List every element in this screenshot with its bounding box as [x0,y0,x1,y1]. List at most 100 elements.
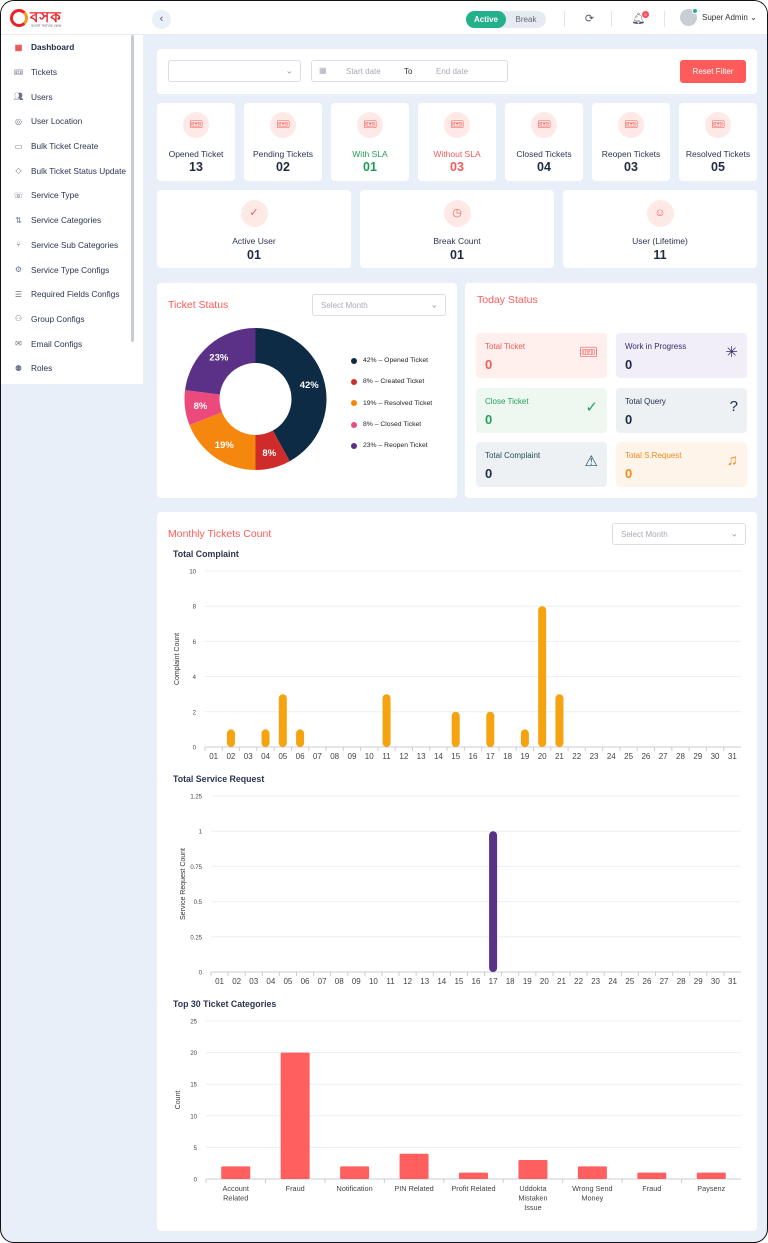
x-tick-label: Money [581,1194,603,1203]
x-tick-label: 17 [486,752,495,761]
donut-slice-label: 42% [300,380,320,391]
month-select-placeholder: Select Month [321,301,368,310]
stat-card-resolved-tickets[interactable]: 🎟︎ Resolved Tickets 05 [679,103,757,181]
ticket-status-month-select[interactable]: Select Month ⌄ [312,294,446,316]
legend-entry[interactable]: 42% – Opened Ticket [351,350,432,371]
stat-label: Pending Tickets [252,149,313,159]
monthly-month-select[interactable]: Select Month ⌄ [612,523,746,545]
sidebar-item-service-type-configs[interactable]: ⚙ Service Type Configs [1,257,131,282]
filter-select[interactable]: ⌄ [168,60,301,82]
sidebar-item-label: Required Fields Configs [31,289,120,300]
sidebar-item-required-fields-configs[interactable]: ☰ Required Fields Configs [1,282,131,307]
stat-label: Break Count [433,236,481,246]
stat-card-with-sla[interactable]: 🎟︎ With SLA 01 [331,103,409,181]
stat-card-active-user[interactable]: ✓ Active User 01 [157,190,351,268]
x-tick-label: 13 [420,977,429,986]
service-request-chart-title: Total Service Request [173,774,265,784]
sidebar-item-service-type[interactable]: ☏ Service Type [1,183,131,208]
sidebar-item-label: Tickets [31,67,57,78]
legend-entry[interactable]: 19% – Resolved Ticket [351,393,432,414]
sidebar-item-email-configs[interactable]: ✉ Email Configs [1,331,131,356]
bar [340,1166,370,1179]
legend-entry[interactable]: 8% – Created Ticket [351,371,432,392]
stat-value: 02 [276,160,290,174]
user-icon: ☺ [646,200,674,227]
y-tick-label: 0.75 [190,865,202,871]
sidebar-item-roles[interactable]: ⚉ Roles [1,356,131,381]
today-tile-total-query[interactable]: Total Query 0? [616,388,747,433]
stat-value: 05 [711,160,725,174]
y-axis-label: Service Request Count [180,848,187,920]
ticket-icon: 🎟︎ [357,112,383,138]
sidebar-item-service-categories[interactable]: ⇅ Service Categories [1,208,131,233]
stat-card-user-lifetime-[interactable]: ☺ User (Lifetime) 11 [563,190,757,268]
sidebar-scrollbar[interactable] [131,35,134,342]
y-tick-label: 5 [194,1146,198,1152]
stat-label: Reopen Tickets [601,149,661,159]
stat-card-without-sla[interactable]: 🎟︎ Without SLA 03 [418,103,496,181]
status-toggle[interactable]: Active Break [466,11,546,28]
sidebar-item-bulk-ticket-create[interactable]: ▭ Bulk Ticket Create [1,134,131,159]
stat-card-break-count[interactable]: ◷ Break Count 01 [360,190,554,268]
today-tile-total-complaint[interactable]: Total Complaint 0 ⚠ [476,442,607,487]
today-tile-work-in-progress[interactable]: Work in Progress 0 ✳ [616,333,747,378]
start-date-input[interactable]: Start date [346,67,381,76]
tile-label: Total S.Request [625,451,682,460]
x-tick-label: 25 [625,977,634,986]
donut-slice [185,328,256,395]
stat-card-reopen-tickets[interactable]: 🎟︎ Reopen Tickets 03 [592,103,670,181]
tile-value: 0 [625,466,633,481]
sidebar-item-bulk-ticket-status-update[interactable]: ◇ Bulk Ticket Status Update [1,158,131,183]
end-date-input[interactable]: End date [436,67,469,76]
tile-label: Total Ticket [485,342,526,351]
divider [564,11,565,27]
legend-entry[interactable]: 23% – Reopen Ticket [351,435,432,456]
tile-label: Total Complaint [485,451,541,460]
bar [696,1172,726,1179]
sidebar-item-group-configs[interactable]: ⚇ Group Configs [1,307,131,332]
x-tick-label: 20 [540,977,549,986]
x-tick-label: 17 [489,977,498,986]
stat-value: 04 [537,160,551,174]
bell-icon[interactable]: 🔔︎ [631,13,646,25]
avatar[interactable] [680,8,698,26]
stat-card-closed-tickets[interactable]: 🎟︎ Closed Tickets 04 [505,103,583,181]
sidebar-item-user-location[interactable]: ◎ User Location [1,109,131,134]
sidebar-item-users[interactable]: 👥︎ Users [1,84,131,109]
stat-card-pending-tickets[interactable]: 🎟︎ Pending Tickets 02 [244,103,322,181]
role-icon: ⚉ [14,363,23,373]
y-tick-label: 1 [199,830,203,836]
clock-icon: ◷ [443,200,471,227]
logo[interactable]: বসক ব্যবসা সহায়ক কেন্দ্র [10,7,62,29]
chevron-left-icon[interactable]: ‹ [152,10,171,29]
x-tick-label: 10 [369,977,378,986]
x-tick-label: Related [223,1194,248,1203]
today-tile-close-ticket[interactable]: Close Ticket 0 ✓ [476,388,607,433]
legend-entry[interactable]: 8% – Closed Ticket [351,414,432,435]
x-tick-label: 29 [693,752,702,761]
donut-slice [255,430,290,470]
today-tile-total-ticket[interactable]: Total Ticket 0 🎟︎ [476,333,607,378]
x-tick-label: Issue [524,1203,541,1212]
sidebar-item-label: Bulk Ticket Create [31,141,99,152]
sidebar-item-dashboard[interactable]: ▦ Dashboard [1,35,131,60]
x-tick-label: 23 [590,752,599,761]
legend-label: 8% – Created Ticket [363,378,425,386]
date-range-picker[interactable]: ▦ Start date To End date [311,60,508,82]
donut-slice [184,390,223,426]
reset-filter-button[interactable]: Reset Filter [680,60,746,83]
loader-icon: ✳ [725,344,738,361]
monthly-tickets-title: Monthly Tickets Count [168,528,272,540]
sidebar-item-tickets[interactable]: 🎟︎ Tickets [1,60,131,85]
refresh-icon[interactable]: ⟳ [584,13,595,25]
x-tick-label: 07 [318,977,327,986]
status-active-button[interactable]: Active [466,11,506,28]
month-select-placeholder: Select Month [621,530,668,539]
filter-bar: ⌄ ▦ Start date To End date [157,49,757,94]
x-tick-label: 14 [437,977,446,986]
stat-card-opened-ticket[interactable]: 🎟︎ Opened Ticket 13 [157,103,235,181]
status-break-button[interactable]: Break [515,15,537,24]
user-menu[interactable]: Super Admin ⌄ [702,13,757,22]
sidebar-item-service-sub-categories[interactable]: ⑂ Service Sub Categories [1,233,131,258]
today-tile-total-s-request[interactable]: Total S.Request 0 ♫ [616,442,747,487]
